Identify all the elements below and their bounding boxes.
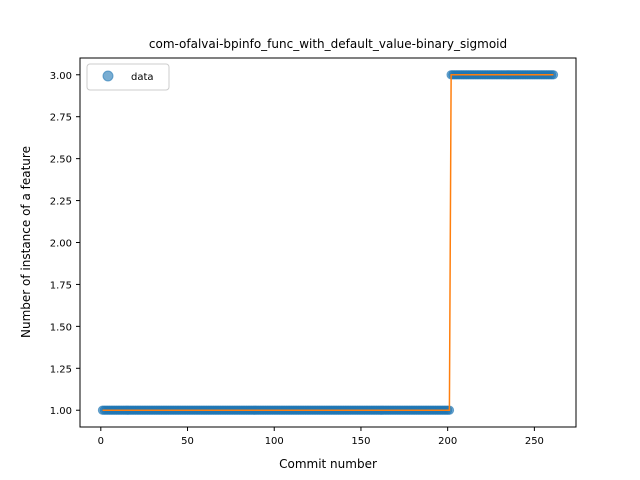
- x-tick-label: 0: [98, 436, 104, 447]
- y-tick-label: 1.50: [50, 322, 72, 333]
- marks-layer: [97, 70, 559, 415]
- y-tick-label: 1.25: [50, 364, 72, 375]
- plot-area: [80, 58, 576, 427]
- y-tick-label: 2.75: [50, 113, 72, 124]
- legend-label-data: data: [131, 72, 154, 83]
- y-tick-label: 2.00: [50, 239, 72, 250]
- y-tick-label: 1.00: [50, 406, 72, 417]
- y-tick-label: 1.75: [50, 280, 72, 291]
- fit-line: [102, 74, 554, 411]
- y-tick-label: 2.25: [50, 197, 72, 208]
- ticks-layer: 0 50 100 150 200 250 1.00 1.25 1.50 1.75 2.00 2.25 2…: [50, 71, 544, 447]
- x-tick-label: 250: [525, 436, 544, 447]
- y-tick-label: 2.50: [50, 155, 72, 166]
- x-tick-label: 100: [265, 436, 284, 447]
- legend: data: [86, 63, 170, 91]
- chart-title: com-ofalvai-bpinfo_func_with_default_val…: [149, 37, 507, 51]
- x-tick-label: 200: [438, 436, 457, 447]
- y-tick-label: 3.00: [50, 71, 72, 82]
- y-axis-title: Number of instance of a feature: [19, 146, 33, 338]
- x-tick-label: 150: [351, 436, 370, 447]
- x-tick-label: 50: [181, 436, 194, 447]
- legend-marker-data: [102, 70, 114, 82]
- x-axis-title: Commit number: [279, 457, 377, 471]
- legend-box: [86, 63, 170, 91]
